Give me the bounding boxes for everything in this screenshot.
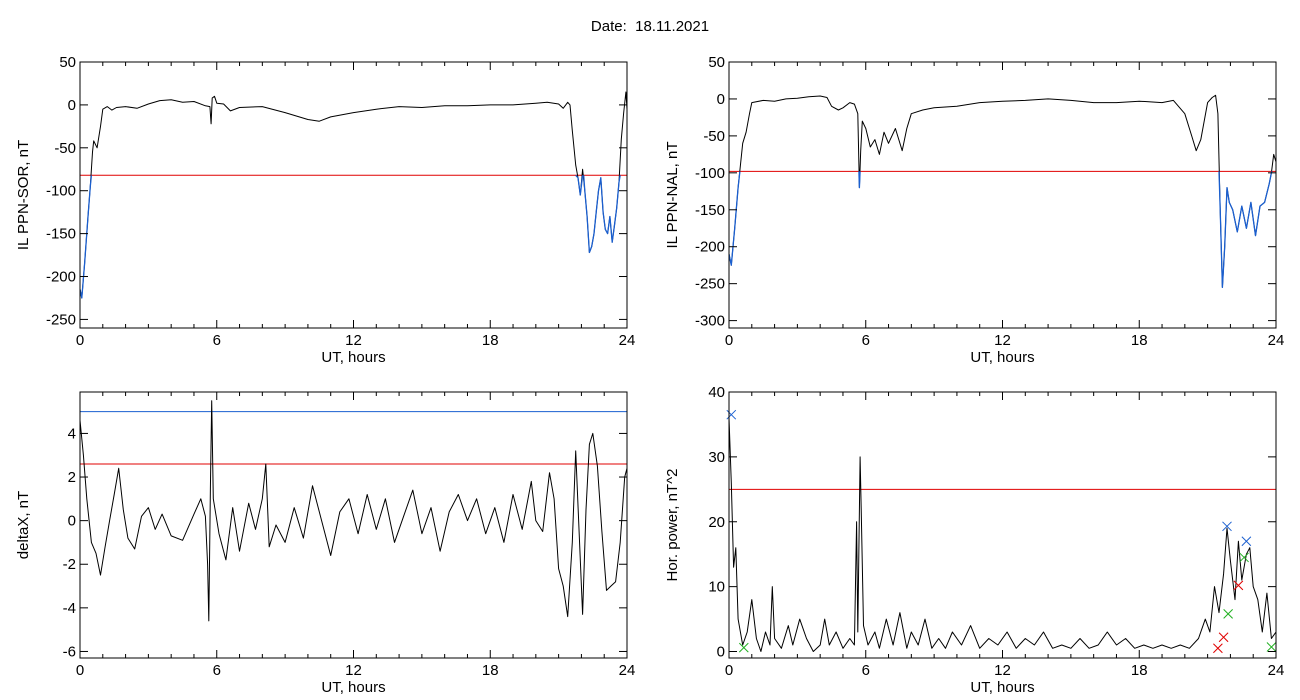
y-axis-label: Hor. power, nT^2	[664, 469, 681, 582]
x-tick-label: 24	[1268, 332, 1285, 349]
y-tick-label: 4	[68, 425, 76, 442]
x-tick-label: 12	[994, 332, 1011, 349]
y-tick-label: -250	[695, 276, 725, 293]
y-tick-label: -50	[54, 140, 76, 157]
y-tick-label: -100	[695, 165, 725, 182]
data-trace	[80, 400, 627, 622]
highlight-segment	[583, 175, 621, 254]
y-tick-label: -50	[703, 128, 725, 145]
highlight-segment	[80, 175, 93, 299]
marker-x-green	[738, 642, 749, 653]
y-tick-label: 0	[717, 644, 725, 661]
date-value: 18.11.2021	[635, 18, 710, 35]
marker-x-red	[1218, 632, 1229, 643]
x-tick-label: 24	[1268, 662, 1285, 679]
y-tick-label: -100	[46, 183, 76, 200]
chart-sor: 0 6 12 18 24 50 0 -50 -100 -150 -200 -250 UT, hours I…	[15, 54, 635, 366]
marker-x-blue	[1222, 521, 1232, 532]
y-tick-label: -200	[46, 269, 76, 286]
y-axis-label: deltaX, nT	[15, 491, 32, 559]
y-tick-label: 0	[68, 513, 76, 530]
x-tick-label: 6	[213, 662, 221, 679]
y-tick-label: -4	[63, 600, 76, 617]
marker-x-red	[1213, 643, 1223, 654]
chart-nal: 0 6 12 18 24 50 0 -50 -100 -150 -200 -250 -300 UT, ho…	[664, 54, 1284, 366]
highlight-segment	[1218, 171, 1273, 289]
highlight-segment	[858, 171, 861, 189]
x-axis-label: UT, hours	[321, 349, 385, 366]
y-tick-label: -6	[63, 643, 76, 660]
x-tick-label: 24	[619, 662, 636, 679]
y-axis-label: IL PPN-SOR, nT	[15, 140, 32, 250]
data-trace	[729, 417, 1276, 652]
x-tick-label: 6	[862, 662, 870, 679]
x-tick-label: 18	[1131, 332, 1148, 349]
marker-x-green	[1239, 552, 1249, 563]
date-label: Date:	[590, 18, 627, 35]
x-axis-label: UT, hours	[970, 679, 1034, 696]
x-tick-label: 12	[994, 662, 1011, 679]
y-tick-label: -300	[695, 313, 725, 330]
y-tick-label: -200	[695, 239, 725, 256]
data-trace	[729, 94, 1276, 288]
x-tick-label: 12	[345, 662, 362, 679]
chart-deltax: 0 6 12 18 24 4 2 0 -2 -4 -6 UT, hours deltaX, nT	[15, 391, 636, 696]
y-tick-label: -2	[63, 556, 76, 573]
plot-frame	[728, 61, 1277, 329]
plot-frame	[728, 391, 1277, 659]
data-trace	[80, 91, 627, 299]
marker-x-blue	[726, 409, 737, 420]
x-tick-label: 0	[76, 332, 84, 349]
y-tick-label: 10	[708, 579, 725, 596]
x-tick-label: 18	[482, 662, 499, 679]
y-tick-label: 0	[68, 97, 76, 114]
figure-title: Date: 18.11.2021	[0, 18, 1300, 35]
plot-frame	[79, 61, 628, 329]
highlight-segment	[729, 171, 741, 266]
y-tick-label: 30	[708, 449, 725, 466]
y-tick-label: 2	[68, 469, 76, 486]
x-tick-label: 0	[725, 662, 733, 679]
y-tick-label: -150	[695, 202, 725, 219]
x-tick-label: 24	[619, 332, 636, 349]
x-axis-label: UT, hours	[970, 349, 1034, 366]
plot-frame	[79, 391, 628, 659]
y-tick-label: 40	[708, 384, 725, 401]
y-tick-label: 0	[717, 91, 725, 108]
x-tick-label: 18	[1131, 662, 1148, 679]
chart-power: 0 6 12 18 24 40 30 20 10 0 UT, hours Hor. power, nT…	[664, 384, 1284, 696]
x-tick-label: 6	[862, 332, 870, 349]
y-axis-label: IL PPN-NAL, nT	[664, 142, 681, 249]
highlight-segment	[575, 174, 584, 196]
x-axis-label: UT, hours	[321, 679, 385, 696]
x-tick-label: 0	[76, 662, 84, 679]
y-tick-label: 50	[708, 54, 725, 71]
x-tick-label: 6	[213, 332, 221, 349]
marker-x-red	[1233, 580, 1244, 591]
marker-x-blue	[1241, 536, 1252, 547]
y-tick-label: 50	[59, 54, 76, 71]
y-tick-label: -250	[46, 311, 76, 328]
x-tick-label: 12	[345, 332, 362, 349]
y-tick-label: -150	[46, 226, 76, 243]
y-tick-label: 20	[708, 514, 725, 531]
marker-x-green	[1223, 609, 1233, 619]
marker-x-green	[1266, 642, 1277, 652]
x-tick-label: 18	[482, 332, 499, 349]
x-tick-label: 0	[725, 332, 733, 349]
